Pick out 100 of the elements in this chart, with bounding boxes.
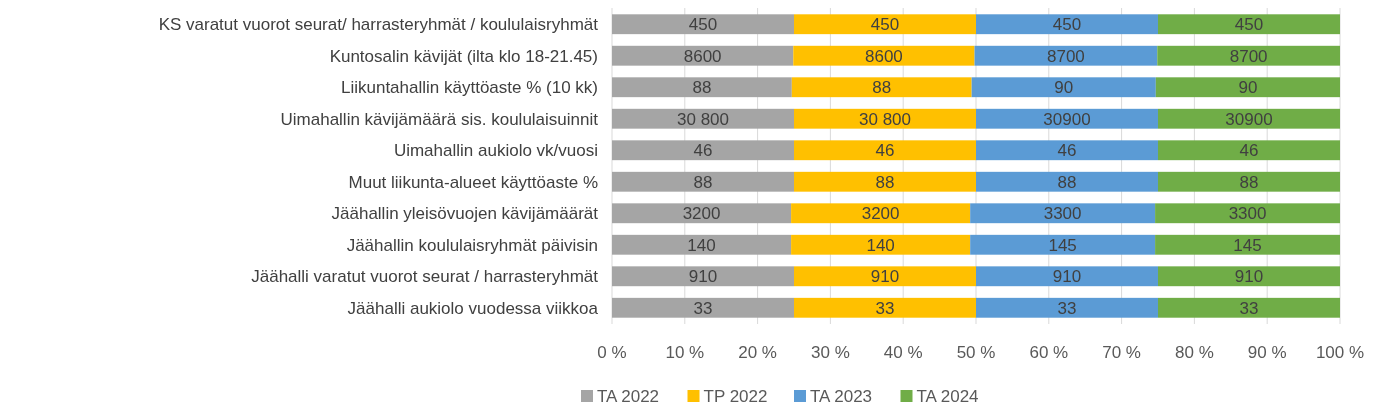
annotation: 88 [692, 78, 712, 98]
x-tick-label: 30 % [811, 343, 850, 362]
bar [1157, 45, 1340, 66]
x-tick-label: 90 % [1247, 343, 1287, 362]
bar [976, 140, 1158, 161]
bar [1158, 266, 1340, 287]
x-tick-label: 50 % [956, 343, 996, 362]
bar [791, 234, 971, 255]
bar [1158, 140, 1340, 161]
annotation: 33 [1057, 298, 1077, 318]
bar [976, 171, 1158, 192]
bar [970, 203, 1156, 224]
x-tick-label: 0 % [597, 343, 627, 362]
bar [612, 14, 794, 35]
bar [612, 266, 794, 287]
y-tick-label: Uimahallin aukiolo vk/vuosi [393, 141, 598, 161]
bar [1158, 108, 1340, 129]
x-tick-label: 100 % [1315, 343, 1365, 362]
x-tick-label: 70 % [1102, 343, 1141, 362]
annotation: 910 [1234, 267, 1264, 287]
annotation: 145 [1048, 235, 1077, 255]
y-tick-label: KS varatut vuorot seurat/ harrasteryhmät / koululaisryhmät [158, 15, 599, 35]
legend-label: TA 2023 [810, 387, 873, 406]
bar [612, 171, 794, 192]
y-tick-label: Jäähalli varatut vuorot seurat / harrasteryhmät [251, 267, 599, 287]
annotation: 88 [1239, 172, 1259, 192]
annotation: 46 [1239, 141, 1259, 161]
bar [971, 77, 1156, 98]
annotation: 450 [1234, 15, 1264, 35]
bar [976, 14, 1158, 35]
annotation: 910 [870, 267, 900, 287]
annotation: 8700 [1046, 46, 1085, 66]
bar [612, 108, 794, 129]
bar [612, 140, 794, 161]
annotation: 450 [1052, 15, 1082, 35]
bar [794, 108, 976, 129]
x-tick-label: 10 % [665, 343, 705, 362]
annotation: 8600 [683, 46, 722, 66]
annotation: 90 [1238, 78, 1258, 98]
annotation: 88 [875, 172, 895, 192]
bar [1155, 203, 1340, 224]
bar [612, 45, 794, 66]
x-tick-label: 40 % [883, 343, 923, 362]
bar [794, 140, 976, 161]
bar [794, 266, 976, 287]
bar [1155, 234, 1340, 255]
bar [791, 203, 971, 224]
annotation: 3300 [1043, 204, 1082, 224]
annotation: 88 [693, 172, 713, 192]
bar [794, 14, 976, 35]
annotation: 33 [693, 298, 713, 318]
annotation: 8700 [1229, 46, 1268, 66]
annotation: 46 [693, 141, 713, 161]
bar [793, 45, 975, 66]
bar [974, 45, 1158, 66]
y-tick-label: Jäähallin yleisövuojen kävijämäärät [331, 204, 599, 224]
annotation: 450 [688, 15, 718, 35]
annotation: 910 [688, 267, 718, 287]
annotation: 8600 [864, 46, 903, 66]
bar [612, 234, 792, 255]
bar [612, 297, 794, 318]
bar [1158, 297, 1340, 318]
annotation: 910 [1052, 267, 1082, 287]
annotation: 90 [1054, 78, 1074, 98]
bar [1158, 171, 1340, 192]
annotation: 140 [687, 235, 716, 255]
y-tick-label: Liikuntahallin käyttöaste % (10 kk) [340, 78, 598, 98]
x-tick-label: 20 % [738, 343, 777, 362]
annotation: 3300 [1228, 204, 1267, 224]
bar [976, 266, 1158, 287]
legend-label: TA 2022 [597, 387, 660, 406]
y-tick-label: Kuntosalin kävijät (ilta klo 18-21.45) [329, 46, 598, 66]
annotation: 88 [1057, 172, 1077, 192]
annotation: 46 [1057, 141, 1077, 161]
bar [794, 297, 976, 318]
annotation: 88 [872, 78, 892, 98]
annotation: 30900 [1043, 109, 1091, 129]
bar [976, 297, 1158, 318]
bar [612, 77, 792, 98]
x-tick-label: 60 % [1029, 343, 1069, 362]
x-tick-label: 80 % [1175, 343, 1214, 362]
bar [970, 234, 1156, 255]
annotation: 46 [875, 141, 895, 161]
y-tick-label: Uimahallin kävijämäärä sis. koululaisuinnit [280, 109, 599, 129]
annotation: 33 [1239, 298, 1259, 318]
bar [976, 108, 1158, 129]
bar [1155, 77, 1340, 98]
bar [612, 203, 792, 224]
annotation: 30 800 [859, 109, 911, 129]
bar [794, 171, 976, 192]
annotation: 145 [1233, 235, 1262, 255]
annotation: 30 800 [677, 109, 729, 129]
y-tick-label: Muut liikunta-alueet käyttöaste % [348, 172, 598, 192]
bar [791, 77, 972, 98]
y-tick-label: Jäähalli aukiolo vuodessa viikkoa [347, 298, 599, 318]
annotation: 33 [875, 298, 895, 318]
legend-label: TA 2024 [916, 387, 979, 406]
annotation: 3200 [682, 204, 721, 224]
bar [1158, 14, 1340, 35]
legend-label: TP 2022 [703, 387, 768, 406]
